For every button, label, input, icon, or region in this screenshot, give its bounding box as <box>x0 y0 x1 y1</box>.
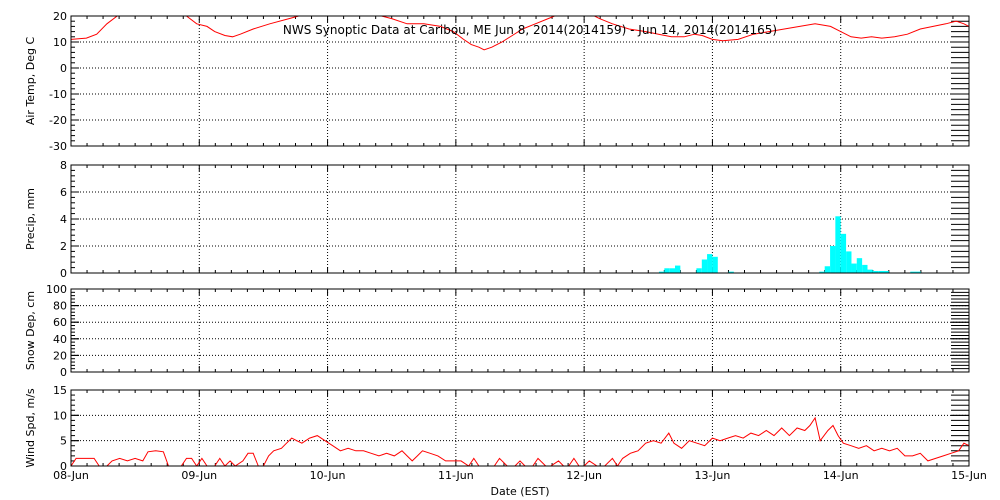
chart-title: NWS Synoptic Data at Caribou, ME Jun 8, … <box>283 23 777 37</box>
wind-speed-series-line <box>71 416 969 466</box>
air-temp-data <box>71 16 969 51</box>
air-temp-y-tick-label: -20 <box>49 114 67 127</box>
snow-depth-y-tick-label: 0 <box>60 366 67 379</box>
x-tick-label: 08-Jun <box>53 469 89 482</box>
precip-bar <box>856 258 863 273</box>
precip-bar <box>851 263 857 273</box>
air-temp-y-tick-label: -10 <box>49 88 67 101</box>
snow-depth-frame <box>70 288 970 373</box>
snow-depth-y-tick-label: 80 <box>53 300 67 313</box>
wind-speed-y-tick-label: 5 <box>60 435 67 448</box>
precip-bar <box>835 216 841 273</box>
panels-group: -30 -20 -10 0 10 20 Air Temp, Deg C 0 2 4 6 8 Precip… <box>24 10 987 482</box>
air-temp-y-tick-label: 10 <box>53 36 67 49</box>
precip-bar <box>824 266 831 273</box>
precip-bar <box>707 254 713 273</box>
x-tick-label: 15-Jun <box>951 469 987 482</box>
air-temp-y-axis-label: Air Temp, Deg C <box>24 37 37 126</box>
air-temp-series-line <box>71 16 969 51</box>
x-tick-label: 10-Jun <box>310 469 346 482</box>
precip-bar <box>712 256 718 273</box>
air-temp-y-tick-label: 20 <box>53 10 67 23</box>
snow-depth-y-tick-label: 40 <box>53 333 67 346</box>
precip-bar <box>840 233 847 273</box>
x-tick-label: 09-Jun <box>181 469 217 482</box>
precip-bar <box>872 270 879 273</box>
precip-bar <box>878 270 884 273</box>
snow-depth-y-tick-label: 100 <box>46 283 67 296</box>
wind-speed-frame <box>70 389 970 467</box>
precip-bar <box>664 268 670 273</box>
air-temp-frame <box>70 15 970 147</box>
x-tick-label: 11-Jun <box>438 469 474 482</box>
precip-bar <box>728 271 734 273</box>
precip-y-tick-label: 2 <box>60 240 67 253</box>
precip-data <box>658 216 921 273</box>
x-tick-label: 12-Jun <box>566 469 602 482</box>
precip-frame <box>70 164 970 274</box>
precip-y-tick-label: 0 <box>60 267 67 280</box>
precip-panel: 0 2 4 6 8 Precip, mm <box>24 159 970 280</box>
precip-bar <box>658 271 665 273</box>
precip-bar <box>910 271 916 273</box>
precip-y-axis-label: Precip, mm <box>24 188 37 250</box>
snow-depth-panel: 0 20 40 60 80 100 Snow Dep, cm <box>24 283 970 379</box>
air-temp-y-tick-label: -30 <box>49 140 67 153</box>
precip-y-tick-label: 8 <box>60 159 67 172</box>
precip-bar <box>701 259 708 273</box>
wind-speed-y-axis-label: Wind Spd, m/s <box>24 388 37 468</box>
x-tick-label: 13-Jun <box>695 469 731 482</box>
wind-speed-panel: 0 5 10 15 Wind Spd, m/s <box>24 384 970 473</box>
air-temp-panel: -30 -20 -10 0 10 20 Air Temp, Deg C <box>24 10 970 153</box>
wind-speed-y-tick-label: 10 <box>53 409 67 422</box>
precip-bar <box>867 269 873 273</box>
snow-depth-y-tick-label: 20 <box>53 349 67 362</box>
precip-bar <box>669 268 676 273</box>
precip-bar <box>915 271 921 273</box>
precip-bar <box>830 246 836 273</box>
x-axis-label: Date (EST) <box>490 485 549 498</box>
precip-bar <box>846 251 852 273</box>
x-tick-label: 14-Jun <box>823 469 859 482</box>
precip-bar <box>819 271 825 273</box>
wind-speed-data <box>71 416 969 466</box>
wind-speed-y-tick-label: 15 <box>53 384 67 397</box>
snow-depth-y-tick-label: 60 <box>53 316 67 329</box>
precip-bar <box>883 270 889 273</box>
precip-bar <box>696 268 702 273</box>
precip-y-tick-label: 6 <box>60 186 67 199</box>
wind-speed-y-tick-label: 0 <box>60 460 67 473</box>
precip-bar <box>862 264 868 273</box>
precip-bar <box>674 265 681 273</box>
precip-y-tick-label: 4 <box>60 213 67 226</box>
air-temp-y-tick-label: 0 <box>60 62 67 75</box>
snow-depth-y-axis-label: Snow Dep, cm <box>24 291 37 370</box>
